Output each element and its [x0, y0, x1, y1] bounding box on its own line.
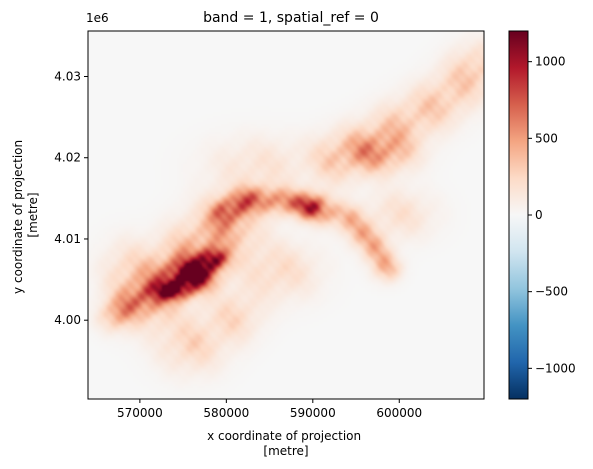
colorbar-tick-label: 1000: [535, 55, 566, 69]
y-axis-label-line-1: y coordinate of projection: [11, 140, 25, 294]
heatmap-image: [88, 31, 484, 399]
colorbar-tick-label: −1000: [535, 361, 576, 375]
chart-title: band = 1, spatial_ref = 0: [203, 10, 379, 26]
colorbar-ticks: −1000 −500 0 500 1000: [528, 55, 576, 375]
colorbar-tick-label: 500: [535, 131, 558, 145]
y-tick-label: 4.00: [54, 313, 81, 327]
x-axis-label-line-1: x coordinate of projection: [207, 429, 361, 443]
x-axis-label-line-2: [metre]: [263, 444, 308, 458]
colorbar-tick-label: 0: [535, 208, 543, 222]
x-tick-label: 600000: [376, 406, 422, 420]
colorbar-gradient: [508, 30, 529, 400]
y-axis-ticks: 4.00 4.01 4.02 4.03: [54, 69, 88, 327]
y-tick-label: 4.03: [54, 69, 81, 83]
colorbar-tick-label: −500: [535, 285, 568, 299]
x-axis-ticks: 570000 580000 590000 600000: [117, 399, 422, 420]
x-tick-label: 590000: [290, 406, 336, 420]
x-axis-label: x coordinate of projection [metre]: [207, 429, 365, 458]
plot-frame: [87, 30, 485, 400]
y-tick-label: 4.01: [54, 232, 81, 246]
y-tick-label: 4.02: [54, 151, 81, 165]
y-axis-label-line-2: [metre]: [26, 192, 40, 237]
x-tick-label: 570000: [117, 406, 163, 420]
y-offset-label: 1e6: [86, 11, 109, 25]
colorbar: −1000 −500 0 500 1000: [508, 30, 576, 400]
plot-area: [87, 30, 485, 400]
y-axis-label: y coordinate of projection [metre]: [11, 136, 40, 294]
x-tick-label: 580000: [203, 406, 249, 420]
